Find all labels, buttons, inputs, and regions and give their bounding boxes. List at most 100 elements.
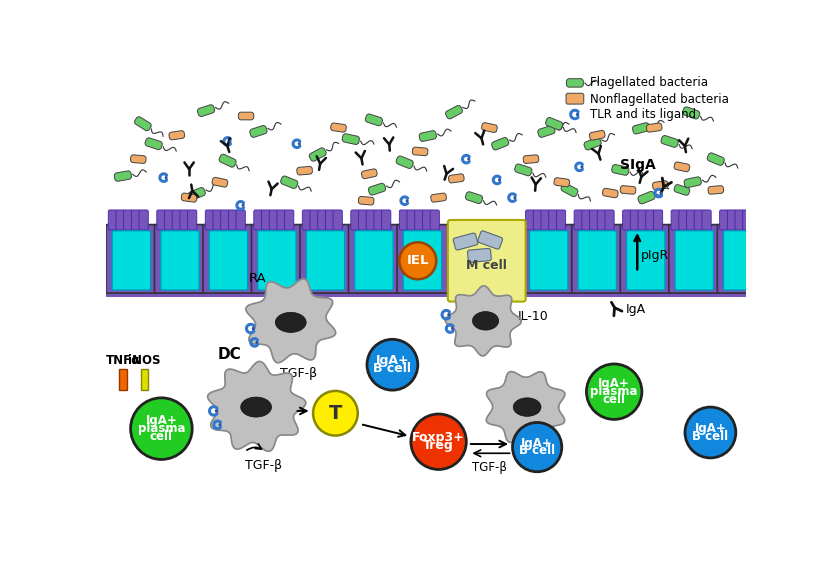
FancyBboxPatch shape [198, 105, 214, 117]
Polygon shape [486, 372, 565, 443]
Text: B cell: B cell [519, 444, 555, 457]
FancyBboxPatch shape [326, 210, 335, 230]
FancyBboxPatch shape [627, 231, 665, 290]
Circle shape [411, 414, 466, 469]
FancyBboxPatch shape [652, 181, 668, 190]
FancyBboxPatch shape [492, 138, 509, 150]
Text: cell: cell [150, 430, 173, 443]
FancyBboxPatch shape [538, 126, 555, 137]
Text: TNFα: TNFα [106, 354, 140, 367]
FancyBboxPatch shape [209, 231, 248, 290]
Circle shape [447, 313, 450, 316]
FancyBboxPatch shape [557, 210, 566, 230]
FancyBboxPatch shape [605, 210, 614, 230]
FancyBboxPatch shape [545, 117, 563, 130]
FancyBboxPatch shape [179, 210, 189, 230]
Text: Foxp3+: Foxp3+ [412, 431, 465, 444]
FancyBboxPatch shape [622, 210, 632, 230]
FancyBboxPatch shape [157, 210, 166, 230]
Circle shape [498, 179, 501, 182]
Circle shape [467, 158, 470, 160]
FancyBboxPatch shape [269, 210, 278, 230]
FancyBboxPatch shape [445, 105, 463, 119]
FancyBboxPatch shape [578, 231, 617, 290]
FancyBboxPatch shape [430, 210, 440, 230]
Circle shape [219, 423, 222, 426]
FancyBboxPatch shape [284, 210, 294, 230]
Text: RA: RA [248, 272, 266, 285]
Text: IgA+: IgA+ [695, 422, 726, 435]
FancyBboxPatch shape [160, 231, 199, 290]
FancyBboxPatch shape [679, 210, 688, 230]
FancyBboxPatch shape [135, 117, 151, 131]
FancyBboxPatch shape [302, 210, 312, 230]
FancyBboxPatch shape [407, 210, 416, 230]
Bar [119, 369, 127, 390]
FancyBboxPatch shape [203, 225, 253, 293]
Circle shape [580, 166, 583, 168]
FancyBboxPatch shape [351, 210, 360, 230]
FancyBboxPatch shape [671, 210, 681, 230]
FancyBboxPatch shape [674, 162, 690, 172]
Text: cell: cell [602, 393, 626, 406]
FancyBboxPatch shape [708, 185, 724, 194]
FancyBboxPatch shape [188, 210, 197, 230]
FancyBboxPatch shape [317, 210, 327, 230]
FancyBboxPatch shape [300, 225, 351, 293]
FancyBboxPatch shape [172, 210, 181, 230]
FancyBboxPatch shape [131, 210, 140, 230]
FancyBboxPatch shape [674, 184, 690, 195]
FancyBboxPatch shape [309, 148, 327, 162]
FancyBboxPatch shape [221, 210, 230, 230]
FancyBboxPatch shape [397, 225, 448, 293]
Circle shape [130, 398, 192, 459]
FancyBboxPatch shape [250, 126, 267, 137]
FancyBboxPatch shape [205, 210, 214, 230]
Circle shape [576, 113, 579, 116]
FancyBboxPatch shape [331, 123, 347, 132]
FancyBboxPatch shape [453, 233, 478, 250]
FancyBboxPatch shape [548, 210, 558, 230]
FancyBboxPatch shape [366, 210, 376, 230]
Text: IgA+: IgA+ [598, 377, 630, 390]
FancyBboxPatch shape [422, 210, 431, 230]
FancyBboxPatch shape [525, 210, 535, 230]
FancyBboxPatch shape [589, 130, 605, 140]
FancyBboxPatch shape [684, 177, 701, 188]
FancyBboxPatch shape [675, 231, 714, 290]
FancyBboxPatch shape [529, 231, 568, 290]
FancyBboxPatch shape [514, 164, 532, 176]
Polygon shape [246, 279, 336, 362]
FancyBboxPatch shape [258, 231, 296, 290]
FancyBboxPatch shape [419, 131, 436, 142]
FancyBboxPatch shape [727, 210, 736, 230]
FancyBboxPatch shape [694, 210, 704, 230]
FancyBboxPatch shape [468, 249, 491, 262]
Text: IgA+: IgA+ [376, 354, 409, 367]
FancyBboxPatch shape [212, 178, 228, 187]
FancyBboxPatch shape [277, 210, 286, 230]
FancyBboxPatch shape [374, 210, 383, 230]
Ellipse shape [241, 397, 272, 417]
FancyBboxPatch shape [342, 134, 360, 145]
FancyBboxPatch shape [236, 210, 245, 230]
FancyBboxPatch shape [702, 210, 711, 230]
Text: TGF-β: TGF-β [280, 367, 317, 380]
FancyBboxPatch shape [396, 156, 413, 168]
FancyBboxPatch shape [449, 174, 465, 183]
FancyBboxPatch shape [219, 154, 236, 167]
FancyBboxPatch shape [213, 210, 222, 230]
FancyBboxPatch shape [631, 210, 640, 230]
FancyBboxPatch shape [430, 193, 446, 202]
FancyBboxPatch shape [772, 231, 810, 290]
FancyBboxPatch shape [584, 138, 602, 150]
FancyBboxPatch shape [403, 231, 441, 290]
Circle shape [513, 422, 562, 472]
FancyBboxPatch shape [589, 210, 599, 230]
FancyBboxPatch shape [768, 210, 777, 230]
FancyBboxPatch shape [412, 147, 428, 156]
FancyBboxPatch shape [165, 210, 174, 230]
Circle shape [685, 407, 735, 458]
FancyBboxPatch shape [252, 225, 302, 293]
Text: DC: DC [217, 347, 241, 362]
